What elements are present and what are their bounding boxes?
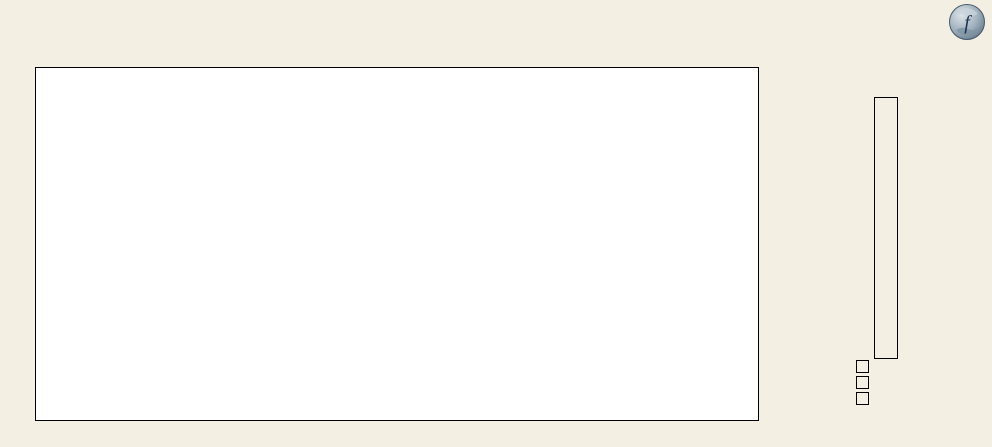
- no-data-swatch: [856, 360, 869, 373]
- legend-row-no-data: [856, 360, 875, 374]
- land-swatch: [856, 392, 869, 405]
- rss-globe-logo: f: [949, 4, 985, 40]
- legend-row-land: [856, 392, 875, 406]
- wind-speed-map: [35, 67, 759, 421]
- legend-row-sea-ice: [856, 376, 875, 390]
- colorbar: [874, 97, 898, 359]
- sea-ice-swatch: [856, 376, 869, 389]
- svg-text:f: f: [964, 12, 972, 34]
- wind-field-canvas: [36, 68, 758, 420]
